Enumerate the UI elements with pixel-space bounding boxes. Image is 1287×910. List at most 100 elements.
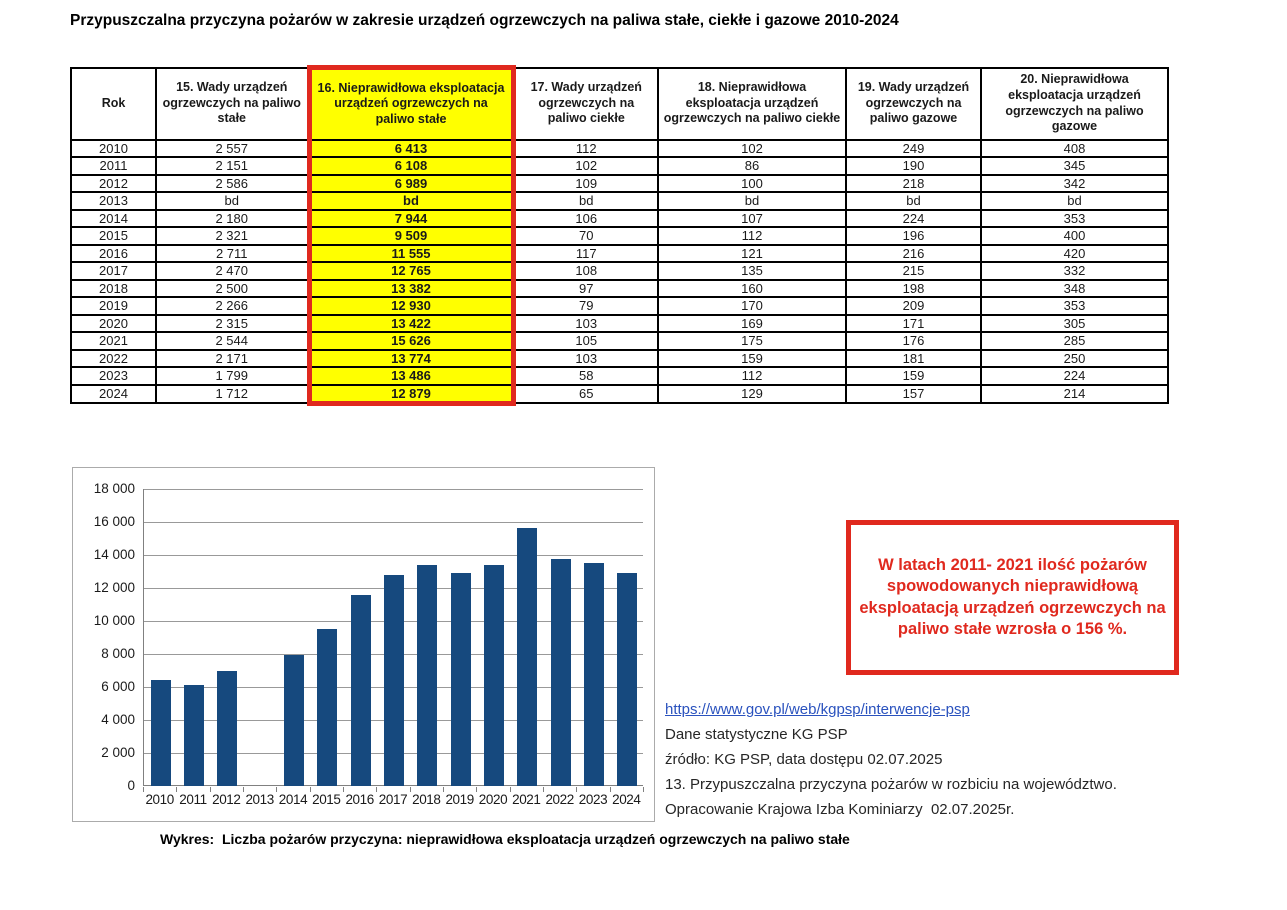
bar-2011 (184, 685, 204, 786)
table-cell: 12 765 (306, 261, 516, 281)
x-axis-tick (243, 787, 244, 792)
table-header-cell: 19. Wady urządzeń ogrzewczych na paliwo … (845, 66, 982, 141)
table-cell: 170 (657, 296, 847, 316)
x-axis-label: 2022 (545, 792, 574, 807)
table-cell: 175 (657, 331, 847, 351)
table-cell: 102 (657, 138, 847, 158)
table-row: 2018 2 500 13 382 97 160 198 348 (70, 278, 1169, 298)
bar-2018 (417, 565, 438, 786)
bar-2016 (350, 595, 371, 786)
table-row: 2010 2 557 6 413 112 102 249 408 (70, 138, 1169, 158)
x-axis-tick (276, 787, 278, 792)
source-block: https://www.gov.pl/web/kgpsp/interwencje… (665, 697, 1117, 822)
table-row: 2022 2 171 13 774 103 159 181 250 (70, 348, 1169, 368)
bar-2021 (517, 528, 538, 786)
table-cell: 215 (845, 261, 982, 281)
table-cell: 2 315 (155, 313, 310, 333)
table-cell-year: 2023 (70, 366, 157, 386)
table-cell: 79 (512, 296, 659, 316)
y-axis-label: 8 000 (101, 646, 135, 661)
gridline (144, 555, 643, 556)
table-cell: 348 (980, 278, 1169, 298)
table-row: 2017 2 470 12 765 108 135 215 332 (70, 261, 1169, 281)
table-cell: 107 (657, 208, 847, 228)
table-cell: 2 470 (155, 261, 310, 281)
bar-2023 (584, 563, 604, 786)
y-axis-label: 12 000 (93, 580, 135, 595)
table-cell: 86 (657, 156, 847, 176)
table-cell: 345 (980, 156, 1169, 176)
x-axis-tick (543, 787, 544, 792)
table-cell: 2 266 (155, 296, 310, 316)
table-cell: 420 (980, 243, 1169, 263)
table-row: 2011 2 151 6 108 102 86 190 345 (70, 156, 1169, 176)
x-axis-label: 2015 (312, 792, 341, 807)
x-axis-tick (209, 787, 211, 792)
annotation-text: W latach 2011- 2021 ilość pożarów spowod… (859, 555, 1166, 638)
bar-2024 (617, 573, 638, 786)
x-axis-tick (409, 787, 411, 792)
table-cell: bd (155, 191, 310, 211)
x-axis-tick (643, 787, 644, 792)
x-axis-label: 2019 (445, 792, 474, 807)
y-axis-label: 4 000 (101, 712, 135, 727)
table-header-cell: 17. Wady urządzeń ogrzewczych na paliwo … (512, 66, 659, 141)
x-axis-tick (143, 787, 144, 792)
plot-area (143, 489, 643, 786)
x-axis-tick (609, 787, 611, 792)
table-cell: 176 (845, 331, 982, 351)
table-cell-year: 2014 (70, 208, 157, 228)
table-cell: 13 486 (306, 366, 516, 386)
table-cell: 1 799 (155, 366, 310, 386)
table-cell: 2 544 (155, 331, 310, 351)
bar-2022 (550, 558, 571, 786)
table-cell: 121 (657, 243, 847, 263)
source-link[interactable]: https://www.gov.pl/web/kgpsp/interwencje… (665, 701, 970, 718)
table-cell-year: 2012 (70, 173, 157, 193)
bar-2010 (150, 680, 171, 786)
table-cell: 135 (657, 261, 847, 281)
table-row: 2016 2 711 11 555 117 121 216 420 (70, 243, 1169, 263)
table-cell: 285 (980, 331, 1169, 351)
page-title: Przypuszczalna przyczyna pożarów w zakre… (70, 12, 899, 29)
x-axis-tick (576, 787, 578, 792)
table-cell: 2 321 (155, 226, 310, 246)
table-cell: bd (512, 191, 659, 211)
table-cell: 2 557 (155, 138, 310, 158)
table-cell: 58 (512, 366, 659, 386)
table-row: 2015 2 321 9 509 70 112 196 400 (70, 226, 1169, 246)
table-cell: 65 (512, 383, 659, 404)
table-cell: bd (980, 191, 1169, 211)
table-cell: 353 (980, 296, 1169, 316)
table-row: 2012 2 586 6 989 109 100 218 342 (70, 173, 1169, 193)
x-axis-tick (443, 787, 444, 792)
x-axis-label: 2010 (145, 792, 174, 807)
bar-chart: 0 2 000 4 000 6 000 8 000 10 000 12 000 14 000 1… (72, 467, 655, 822)
y-axis-label: 14 000 (93, 547, 135, 562)
table-row: 2019 2 266 12 930 79 170 209 353 (70, 296, 1169, 316)
x-axis-tick (376, 787, 378, 792)
table-cell: 218 (845, 173, 982, 193)
table-row: 2021 2 544 15 626 105 175 176 285 (70, 331, 1169, 351)
x-axis-tick (309, 787, 311, 792)
table-cell: 224 (845, 208, 982, 228)
table-cell-year: 2021 (70, 331, 157, 351)
table-cell-year: 2013 (70, 191, 157, 211)
table-cell: 157 (845, 383, 982, 404)
table-cell: 216 (845, 243, 982, 263)
table-cell: 108 (512, 261, 659, 281)
table-cell: 214 (980, 383, 1169, 404)
table-cell: 2 500 (155, 278, 310, 298)
fire-causes-table: Rok 15. Wady urządzeń ogrzewczych na pali… (70, 65, 1169, 406)
x-axis-tick (176, 787, 178, 792)
table-cell: 13 422 (306, 313, 516, 333)
table-row: 2020 2 315 13 422 103 169 171 305 (70, 313, 1169, 333)
bar-2015 (317, 629, 338, 786)
x-axis-label: 2016 (345, 792, 374, 807)
table-cell-year: 2011 (70, 156, 157, 176)
table-cell: 2 151 (155, 156, 310, 176)
x-axis-label: 2012 (212, 792, 241, 807)
table-cell: 190 (845, 156, 982, 176)
table-row: 2024 1 712 12 879 65 129 157 214 (70, 383, 1169, 406)
